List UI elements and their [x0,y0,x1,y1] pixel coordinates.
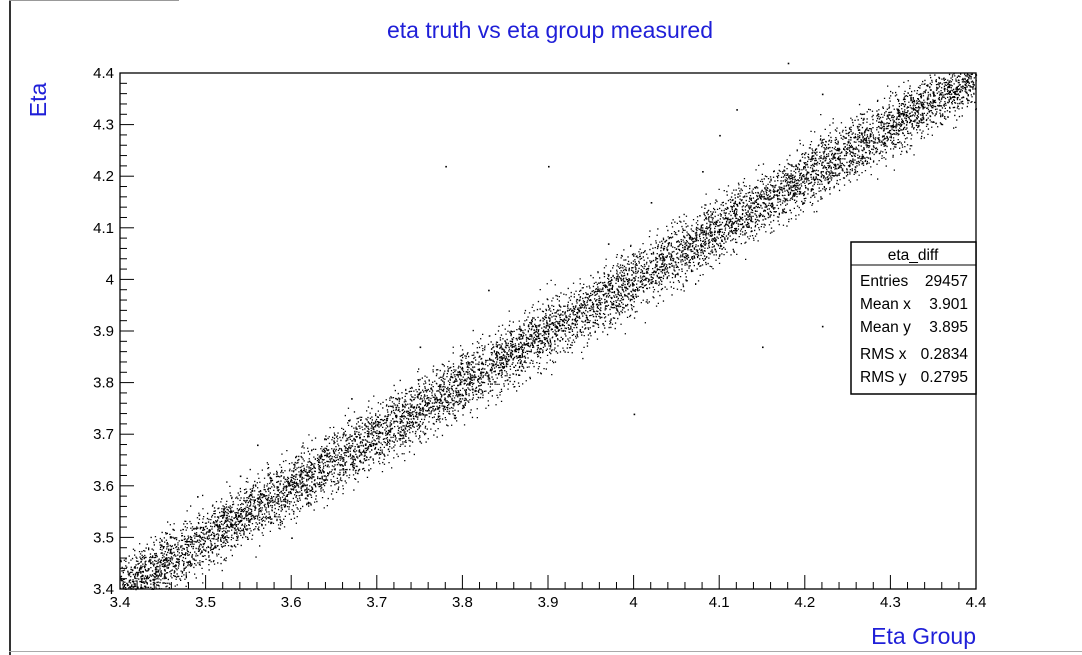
stats-entries-label: Entries [860,273,908,290]
scatter-point [291,537,293,539]
stats-mean-x-label: Mean x [860,296,911,313]
x-tick-label: 4 [629,594,637,611]
x-tick-label: 3.8 [452,594,473,611]
scatter-point [787,62,790,65]
tick-labels: 3.4 3.5 3.6 3.7 3.8 3.9 4 4.1 4.2 4.3 4.4 3.4 3.5 3.6… [93,65,986,611]
scatter-point [821,325,824,328]
scatter-point [239,475,242,478]
y-axis-title: Eta [25,83,51,118]
stats-mean-y-label: Mean y [860,319,911,336]
stats-mean-y-value: 3.895 [929,319,968,336]
scatter-point [197,496,199,498]
x-tick-label: 3.7 [366,594,387,611]
x-tick-label: 4.1 [709,594,730,611]
y-tick-label: 4.4 [93,65,114,82]
scatter-point [548,165,550,168]
scatter-band [120,73,978,591]
x-tick-label: 4.4 [966,594,987,611]
scatter-point [607,243,610,245]
scatter-point [257,444,259,447]
scatter-point [488,289,490,292]
scatter-point [445,165,447,168]
stats-mean-x-value: 3.901 [929,296,968,313]
scatter-point [633,413,636,416]
x-tick-label: 4.2 [794,594,815,611]
scatter-point [351,398,353,400]
scatter-point [762,346,764,349]
canvas-left-border [9,0,11,655]
x-axis-title: Eta Group [871,623,976,649]
x-tick-label: 3.9 [538,594,559,611]
chart-title: eta truth vs eta group measured [387,17,713,43]
y-tick-label: 4.1 [93,220,114,237]
scatter-point [821,93,824,96]
canvas-bottom-border [9,651,1082,652]
y-tick-label: 3.8 [93,375,114,392]
y-tick-label: 4.2 [93,168,114,185]
scatter-point [222,511,225,514]
y-tick-label: 3.5 [93,529,114,546]
scatter-point [933,93,935,96]
scatter-point [702,171,704,173]
scatter-point [719,134,721,137]
x-tick-label: 3.4 [110,594,131,611]
stats-rms-x-value: 0.2834 [921,346,969,363]
scatter-point [334,434,336,436]
y-tick-label: 3.9 [93,323,114,340]
stats-rms-x-label: RMS x [860,346,907,363]
canvas-top-border [9,0,179,1]
stats-box-title: eta_diff [888,247,939,264]
stats-rms-y-value: 0.2795 [921,369,968,386]
x-tick-label: 3.5 [195,594,216,611]
y-tick-label: 4 [106,271,114,288]
y-tick-label: 4.3 [93,117,114,134]
y-tick-label: 3.7 [93,426,114,443]
x-tick-label: 3.6 [281,594,302,611]
scatter-point [736,109,738,111]
stats-rms-y-label: RMS y [860,369,907,386]
stats-entries-value: 29457 [925,273,968,290]
y-tick-label: 3.6 [93,478,114,495]
y-tick-label: 3.4 [93,581,114,598]
x-tick-label: 4.3 [880,594,901,611]
stats-box: eta_diff Entries 29457 Mean x 3.901 Mean… [850,241,977,395]
scatter-points [120,62,978,591]
scatter-point [419,346,422,349]
scatter-point [650,202,653,204]
stats-box-frame [850,241,977,395]
